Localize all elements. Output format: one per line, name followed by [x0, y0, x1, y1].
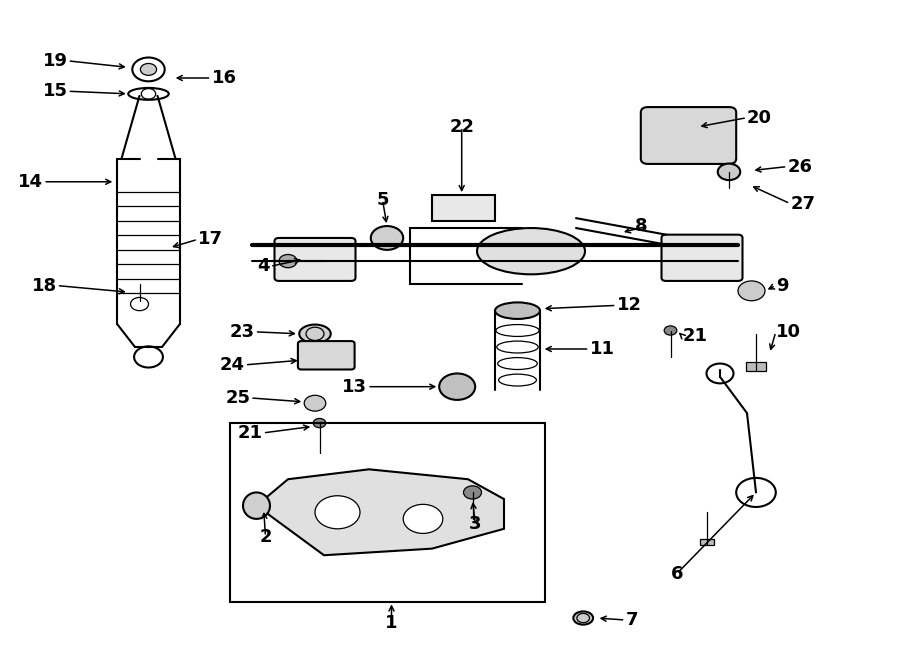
Circle shape [140, 63, 157, 75]
Bar [432, 195, 495, 221]
Text: 6: 6 [670, 564, 683, 583]
Ellipse shape [243, 492, 270, 519]
Text: 21: 21 [238, 424, 263, 442]
Text: 22: 22 [449, 118, 474, 136]
Circle shape [403, 504, 443, 533]
Text: 11: 11 [590, 340, 615, 358]
Text: 3: 3 [469, 514, 482, 533]
Ellipse shape [477, 228, 585, 274]
Text: 1: 1 [385, 613, 398, 632]
FancyBboxPatch shape [662, 235, 742, 281]
Text: 26: 26 [788, 157, 813, 176]
Circle shape [664, 326, 677, 335]
Text: 16: 16 [212, 69, 237, 87]
Text: 21: 21 [682, 327, 707, 345]
FancyBboxPatch shape [641, 107, 736, 164]
Text: 15: 15 [42, 82, 68, 100]
FancyBboxPatch shape [274, 238, 356, 281]
Ellipse shape [573, 611, 593, 625]
Text: 23: 23 [230, 323, 255, 341]
Text: 24: 24 [220, 356, 245, 374]
Text: 2: 2 [259, 527, 272, 546]
Ellipse shape [495, 302, 540, 319]
Text: 8: 8 [635, 217, 648, 235]
Circle shape [279, 254, 297, 268]
Circle shape [371, 226, 403, 250]
Bar [230, 423, 544, 602]
Text: 17: 17 [198, 230, 223, 249]
Text: 4: 4 [257, 257, 270, 276]
FancyBboxPatch shape [298, 341, 355, 369]
Text: 18: 18 [32, 276, 57, 295]
Text: 9: 9 [776, 276, 788, 295]
Circle shape [738, 281, 765, 301]
Text: 7: 7 [626, 611, 638, 629]
Text: 20: 20 [747, 108, 772, 127]
Circle shape [439, 373, 475, 400]
Text: 27: 27 [790, 194, 815, 213]
Ellipse shape [718, 164, 740, 180]
FancyBboxPatch shape [746, 362, 766, 371]
Text: 19: 19 [42, 52, 68, 70]
Text: 13: 13 [342, 377, 367, 396]
Text: 10: 10 [776, 323, 801, 341]
Text: 14: 14 [18, 173, 43, 191]
Polygon shape [256, 469, 504, 555]
Circle shape [304, 395, 326, 411]
Circle shape [464, 486, 482, 499]
Ellipse shape [299, 325, 331, 343]
Bar [700, 539, 714, 545]
Text: 12: 12 [616, 296, 642, 315]
Circle shape [313, 418, 326, 428]
Text: 25: 25 [225, 389, 250, 407]
Circle shape [315, 496, 360, 529]
Text: 5: 5 [376, 190, 389, 209]
